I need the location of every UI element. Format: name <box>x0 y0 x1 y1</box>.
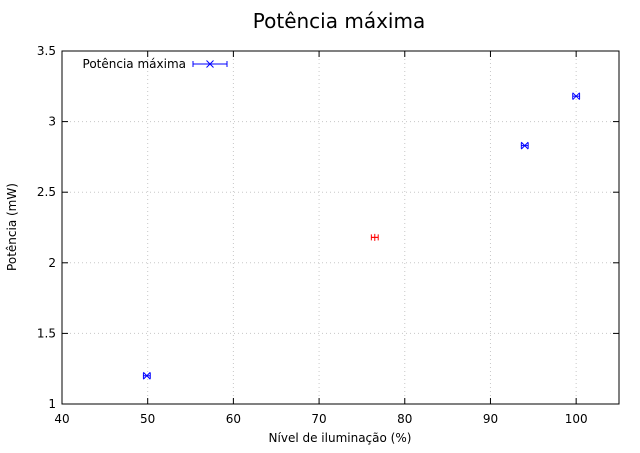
data-point <box>520 141 529 150</box>
y-tick-label: 1 <box>48 397 56 411</box>
x-tick-label: 40 <box>54 412 69 426</box>
marker-stroke <box>206 60 214 68</box>
axis-ticks: 40 50 60 70 80 90 100 1 1.5 2 2.5 3 3.5 <box>37 44 619 426</box>
y-tick-label: 3 <box>48 115 56 129</box>
data-point <box>572 92 581 101</box>
marker-stroke <box>572 92 581 101</box>
x-tick-label: 50 <box>140 412 155 426</box>
y-axis-label: Potência (mW) <box>5 183 19 271</box>
marker-stroke <box>520 141 529 150</box>
data-point <box>370 233 379 241</box>
grid <box>62 51 619 404</box>
y-tick-label: 2.5 <box>37 185 56 199</box>
x-tick-label: 100 <box>565 412 588 426</box>
y-tick-label: 3.5 <box>37 44 56 58</box>
x-tick-label: 80 <box>397 412 412 426</box>
data-points <box>142 92 581 380</box>
point-marker <box>142 371 151 380</box>
y-tick-label: 2 <box>48 256 56 270</box>
x-tick-label: 90 <box>483 412 498 426</box>
point-marker <box>371 233 379 241</box>
legend-marker <box>206 60 214 68</box>
x-tick-label: 70 <box>311 412 326 426</box>
point-marker <box>572 92 581 101</box>
legend-label: Potência máxima <box>83 57 186 71</box>
point-marker <box>520 141 529 150</box>
legend: Potência máxima <box>83 57 228 71</box>
chart-title: Potência máxima <box>253 9 425 33</box>
x-axis-label: Nível de iluminação (%) <box>269 431 412 445</box>
plot-frame <box>61 50 620 405</box>
legend-sample <box>192 60 228 68</box>
y-tick-label: 1.5 <box>37 326 56 340</box>
x-tick-label: 60 <box>226 412 241 426</box>
marker-stroke <box>142 371 151 380</box>
data-point <box>142 371 151 380</box>
